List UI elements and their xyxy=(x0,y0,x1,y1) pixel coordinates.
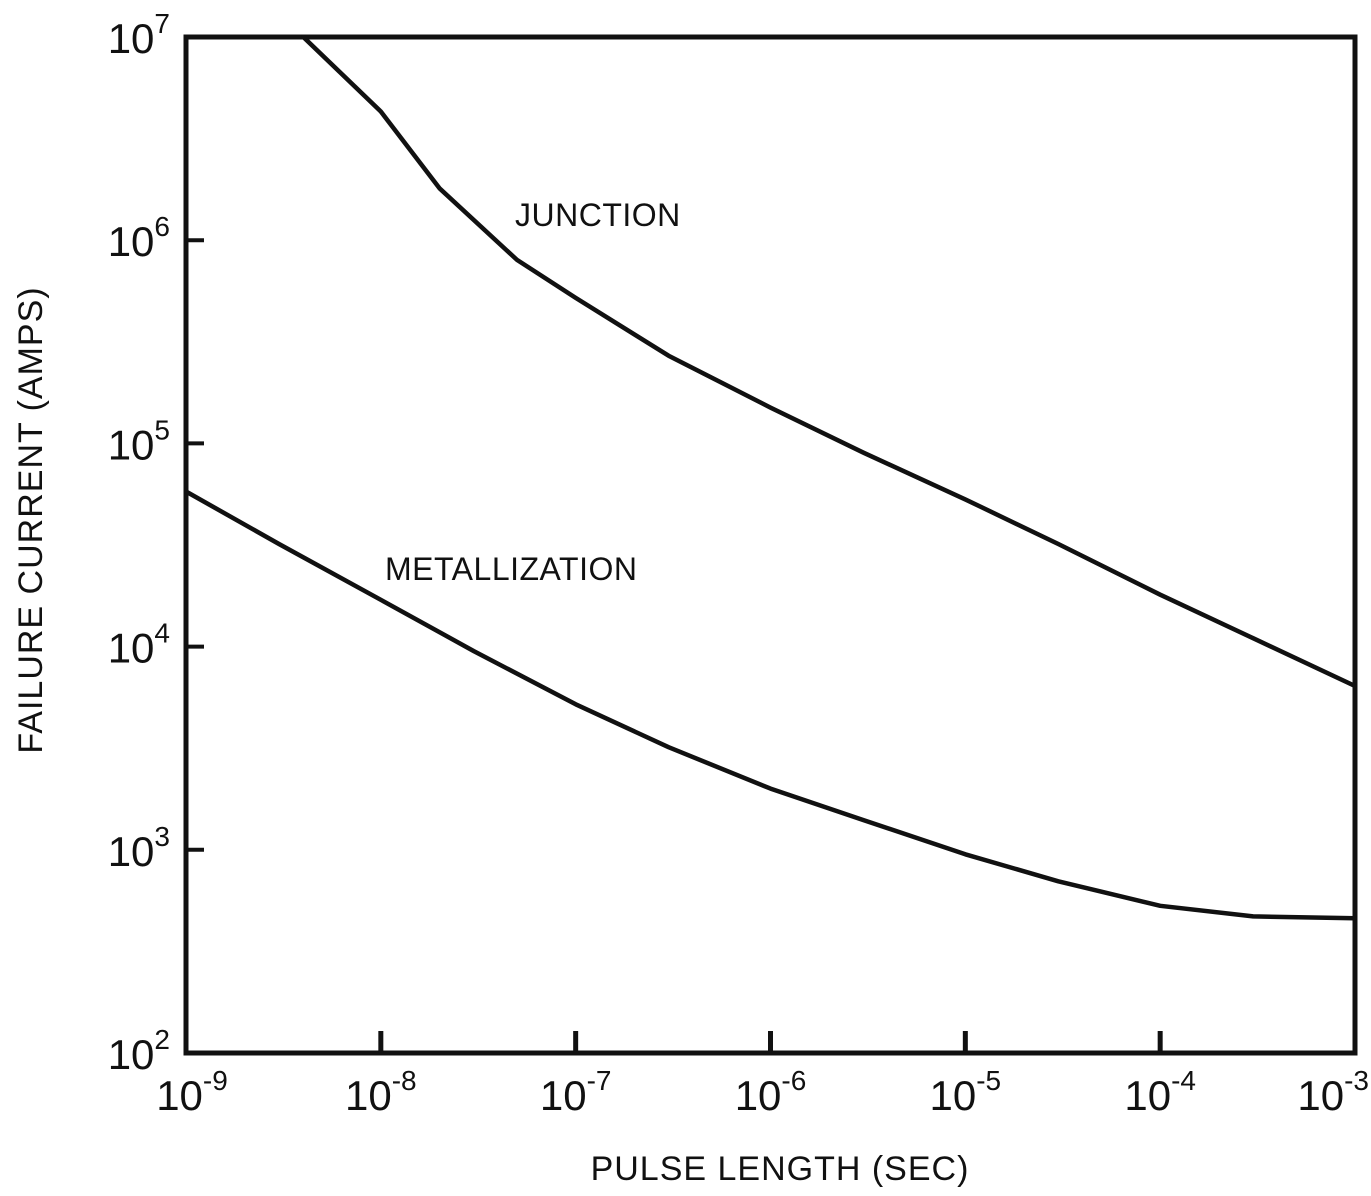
x-axis-title: PULSE LENGTH (SEC) xyxy=(591,1150,970,1188)
x-tick-label: 10-3 xyxy=(1297,1065,1369,1119)
plot-frame xyxy=(183,34,1358,1056)
x-tick-label: 10-6 xyxy=(735,1065,807,1119)
series-label-junction: JUNCTION xyxy=(515,197,681,233)
x-tick-label: 10-8 xyxy=(345,1065,417,1119)
x-axis-ticks: 10-9 10-8 10-7 10-6 10-5 10-4 10-3 xyxy=(156,1031,1369,1119)
y-axis-ticks: 102 103 104 105 106 107 xyxy=(108,8,204,1078)
y-axis-title: FAILURE CURRENT (AMPS) xyxy=(12,286,50,753)
x-tick-label: 10-5 xyxy=(930,1065,1002,1119)
y-tick-label: 102 xyxy=(108,1024,170,1078)
series-line-metallization xyxy=(183,489,1358,921)
y-tick-label: 103 xyxy=(108,821,170,875)
y-tick-label: 104 xyxy=(108,618,170,672)
series-line-junction xyxy=(301,34,1358,689)
series-label-metallization: METALLIZATION xyxy=(385,551,637,587)
y-tick-label: 107 xyxy=(108,8,170,62)
y-tick-label: 105 xyxy=(108,414,170,468)
y-tick-label: 106 xyxy=(108,211,170,265)
x-tick-label: 10-7 xyxy=(540,1065,612,1119)
x-tick-label: 10-4 xyxy=(1124,1065,1196,1119)
series-layer xyxy=(183,34,1358,921)
x-tick-label: 10-9 xyxy=(156,1065,228,1119)
